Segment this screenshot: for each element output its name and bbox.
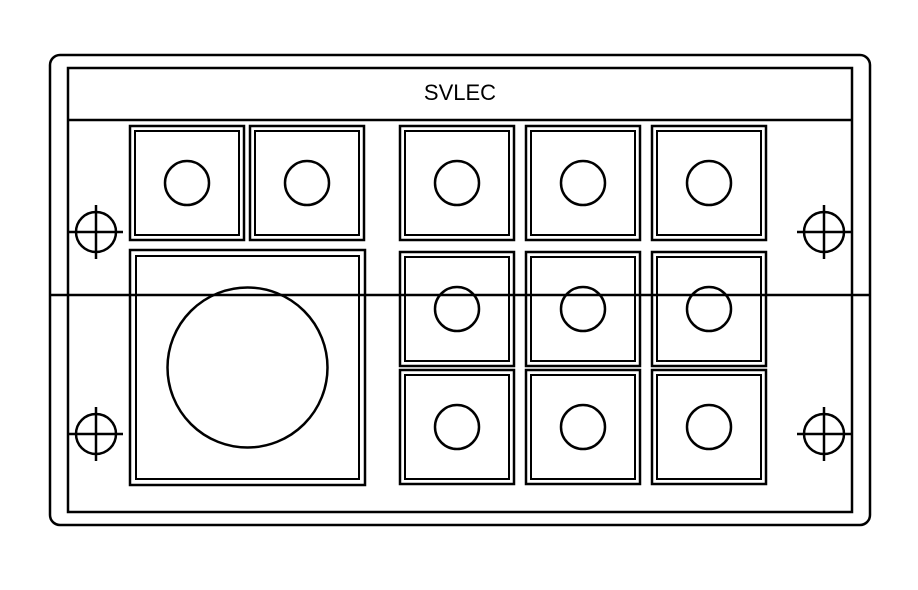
large-module	[130, 250, 365, 485]
small-module	[526, 252, 640, 366]
small-module	[652, 252, 766, 366]
inner-plate	[68, 68, 852, 512]
small-module	[652, 370, 766, 484]
mount-hole	[797, 205, 851, 259]
small-module	[400, 370, 514, 484]
small-module	[250, 126, 364, 240]
panel-diagram: SVLEC	[0, 0, 918, 590]
small-module	[400, 252, 514, 366]
panel-label: SVLEC	[424, 80, 496, 105]
small-module	[400, 126, 514, 240]
small-module	[652, 126, 766, 240]
mount-hole	[797, 407, 851, 461]
small-module	[526, 370, 640, 484]
mount-hole	[69, 205, 123, 259]
small-module	[130, 126, 244, 240]
small-module	[526, 126, 640, 240]
mount-hole	[69, 407, 123, 461]
